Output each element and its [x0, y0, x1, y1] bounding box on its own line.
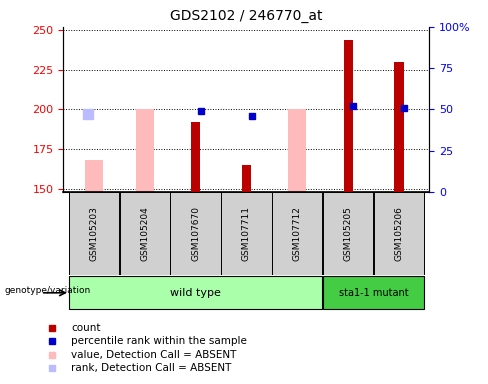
Text: GSM107670: GSM107670 [191, 206, 200, 261]
Bar [323, 192, 373, 275]
Title: GDS2102 / 246770_at: GDS2102 / 246770_at [170, 9, 323, 23]
Text: GSM107712: GSM107712 [293, 206, 302, 261]
Text: percentile rank within the sample: percentile rank within the sample [71, 336, 247, 346]
Bar [288, 109, 306, 192]
Text: genotype/variation: genotype/variation [5, 286, 91, 295]
Text: count: count [71, 323, 101, 333]
Bar [69, 192, 119, 275]
Bar [191, 122, 200, 192]
Text: GSM105204: GSM105204 [140, 206, 149, 261]
Bar [222, 192, 271, 275]
Text: value, Detection Call = ABSENT: value, Detection Call = ABSENT [71, 350, 236, 360]
Bar [323, 276, 424, 309]
Bar [69, 276, 323, 309]
Bar [394, 62, 404, 192]
Bar [374, 192, 424, 275]
Text: GSM105205: GSM105205 [344, 206, 353, 261]
Bar [344, 40, 353, 192]
Bar [136, 109, 154, 192]
Bar [120, 192, 170, 275]
Text: wild type: wild type [170, 288, 221, 298]
Text: rank, Detection Call = ABSENT: rank, Detection Call = ABSENT [71, 364, 231, 374]
Bar [242, 165, 251, 192]
Text: GSM107711: GSM107711 [242, 206, 251, 261]
Text: GSM105206: GSM105206 [394, 206, 404, 261]
Bar [170, 192, 221, 275]
Bar [272, 192, 323, 275]
Bar [85, 160, 103, 192]
Text: GSM105203: GSM105203 [89, 206, 99, 261]
Text: sta1-1 mutant: sta1-1 mutant [339, 288, 408, 298]
